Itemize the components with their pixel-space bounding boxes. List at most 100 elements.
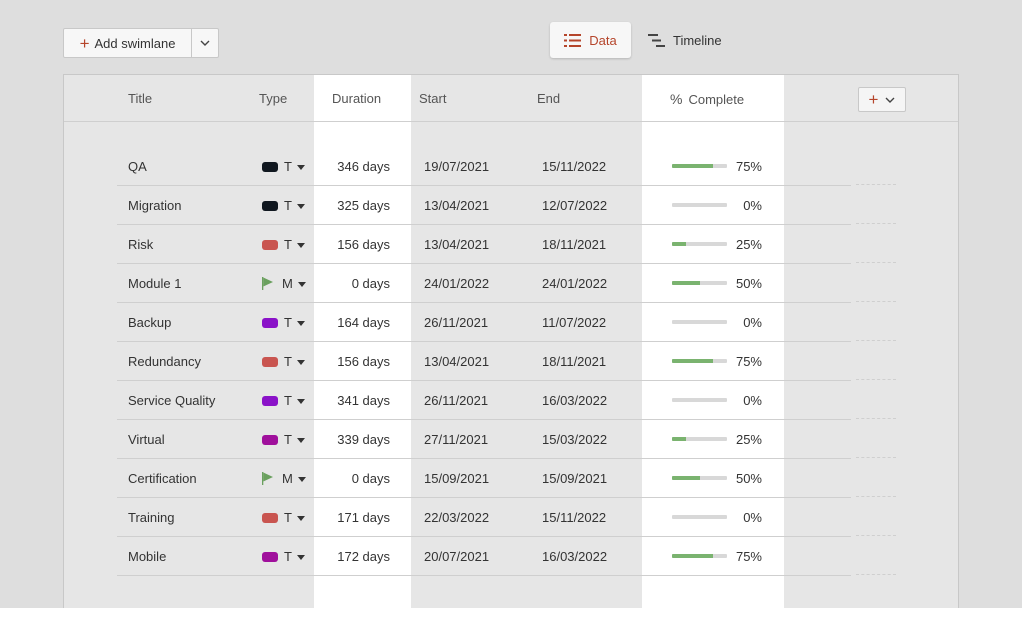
table-row[interactable]: Redundancy T 156 days 13/04/2021 18/11/2… — [117, 342, 896, 381]
table-row[interactable]: QA T 346 days 19/07/2021 15/11/2022 75% — [117, 147, 896, 186]
column-header-complete[interactable]: % Complete — [670, 91, 744, 107]
add-swimlane-button[interactable]: + Add swimlane — [64, 29, 191, 57]
row-duration: 0 days — [351, 276, 390, 291]
row-complete-percent: 75% — [735, 354, 762, 369]
row-type-select[interactable]: T — [262, 198, 305, 213]
percent-icon: % — [670, 91, 683, 107]
column-header-type[interactable]: Type — [259, 91, 288, 106]
row-type-select[interactable]: M — [262, 471, 306, 486]
column-header-duration[interactable]: Duration — [332, 91, 382, 106]
row-type-select[interactable]: T — [262, 549, 305, 564]
column-header-end[interactable]: End — [537, 91, 561, 106]
milestone-flag-icon — [262, 472, 273, 485]
row-duration: 339 days — [337, 432, 390, 447]
row-dashed-guide — [856, 457, 896, 458]
row-complete-percent: 25% — [735, 237, 762, 252]
plus-icon: + — [79, 33, 90, 53]
table-row[interactable]: Migration T 325 days 13/04/2021 12/07/20… — [117, 186, 896, 225]
add-swimlane-label: Add swimlane — [94, 35, 176, 51]
row-title: Redundancy — [128, 354, 201, 369]
caret-down-icon — [296, 555, 305, 560]
row-start-date: 13/04/2021 — [424, 198, 490, 213]
row-type-label: T — [284, 159, 292, 174]
row-type-label: T — [284, 315, 292, 330]
row-dashed-guide — [856, 535, 896, 536]
row-start-date: 26/11/2021 — [424, 315, 489, 330]
row-type-select[interactable]: T — [262, 159, 305, 174]
row-progress-fill — [672, 476, 700, 480]
row-start-date: 20/07/2021 — [424, 549, 490, 564]
table-row[interactable]: Mobile T 172 days 20/07/2021 16/03/2022 … — [117, 537, 896, 576]
table-row[interactable]: Risk T 156 days 13/04/2021 18/11/2021 25… — [117, 225, 896, 264]
milestone-flag-icon — [262, 277, 273, 290]
table-row[interactable]: Virtual T 339 days 27/11/2021 15/03/2022… — [117, 420, 896, 459]
row-start-date: 26/11/2021 — [424, 393, 489, 408]
row-progress-bar — [672, 554, 727, 558]
row-title: Backup — [128, 315, 172, 330]
row-complete-percent: 0% — [743, 315, 762, 330]
column-header-start[interactable]: Start — [419, 91, 447, 106]
caret-down-icon — [296, 399, 305, 404]
add-column-button[interactable]: + — [858, 87, 906, 112]
row-type-select[interactable]: T — [262, 432, 305, 447]
table-row[interactable]: Backup T 164 days 26/11/2021 11/07/2022 … — [117, 303, 896, 342]
row-complete-percent: 0% — [743, 510, 762, 525]
row-duration: 341 days — [337, 393, 390, 408]
row-duration: 172 days — [337, 549, 390, 564]
row-complete-percent: 50% — [735, 471, 762, 486]
table-row[interactable]: Service Quality T 341 days 26/11/2021 16… — [117, 381, 896, 420]
row-end-date: 16/03/2022 — [542, 549, 608, 564]
type-color-swatch — [262, 200, 278, 211]
row-type-select[interactable]: T — [262, 510, 305, 525]
row-progress-fill — [672, 359, 714, 363]
type-color-swatch — [262, 356, 278, 367]
row-start-date: 15/09/2021 — [424, 471, 490, 486]
row-type-select[interactable]: T — [262, 237, 305, 252]
row-title: Service Quality — [128, 393, 216, 408]
row-progress-bar — [672, 281, 727, 285]
caret-down-icon — [297, 282, 306, 287]
row-type-select[interactable]: T — [262, 354, 305, 369]
row-complete-percent: 0% — [743, 393, 762, 408]
row-dashed-guide — [856, 496, 896, 497]
type-color-swatch — [262, 512, 278, 523]
table-row[interactable]: Certification M 0 days 15/09/2021 15/09/… — [117, 459, 896, 498]
row-progress-fill — [672, 242, 686, 246]
row-title: Virtual — [128, 432, 165, 447]
row-progress-bar — [672, 320, 727, 324]
row-type-select[interactable]: M — [262, 276, 306, 291]
row-start-date: 13/04/2021 — [424, 354, 490, 369]
row-type-select[interactable]: T — [262, 393, 305, 408]
view-timeline-button[interactable]: Timeline — [648, 22, 722, 58]
add-swimlane-group: + Add swimlane — [63, 28, 219, 58]
row-end-date: 15/09/2021 — [542, 471, 608, 486]
row-dashed-guide — [856, 262, 896, 263]
row-dashed-guide — [856, 223, 896, 224]
row-title: Training — [128, 510, 175, 525]
row-title: QA — [128, 159, 147, 174]
row-progress-fill — [672, 281, 700, 285]
type-color-swatch — [262, 395, 278, 406]
column-header-title[interactable]: Title — [128, 91, 153, 106]
table-row[interactable]: Training T 171 days 22/03/2022 15/11/202… — [117, 498, 896, 537]
row-type-label: M — [282, 276, 293, 291]
view-data-button[interactable]: Data — [550, 22, 631, 58]
row-end-date: 15/03/2022 — [542, 432, 608, 447]
type-color-swatch — [262, 434, 278, 445]
table-row[interactable]: Module 1 M 0 days 24/01/2022 24/01/2022 … — [117, 264, 896, 303]
row-title: Migration — [128, 198, 182, 213]
add-swimlane-dropdown-button[interactable] — [191, 29, 218, 57]
row-progress-bar — [672, 476, 727, 480]
row-progress-bar — [672, 398, 727, 402]
row-type-select[interactable]: T — [262, 315, 305, 330]
row-type-label: T — [284, 354, 292, 369]
row-complete-percent: 75% — [735, 549, 762, 564]
row-type-label: T — [284, 393, 292, 408]
row-progress-bar — [672, 164, 727, 168]
row-start-date: 27/11/2021 — [424, 432, 489, 447]
row-start-date: 13/04/2021 — [424, 237, 490, 252]
row-complete-percent: 50% — [735, 276, 762, 291]
type-color-swatch — [262, 317, 278, 328]
row-progress-fill — [672, 437, 686, 441]
row-type-label: T — [284, 432, 292, 447]
